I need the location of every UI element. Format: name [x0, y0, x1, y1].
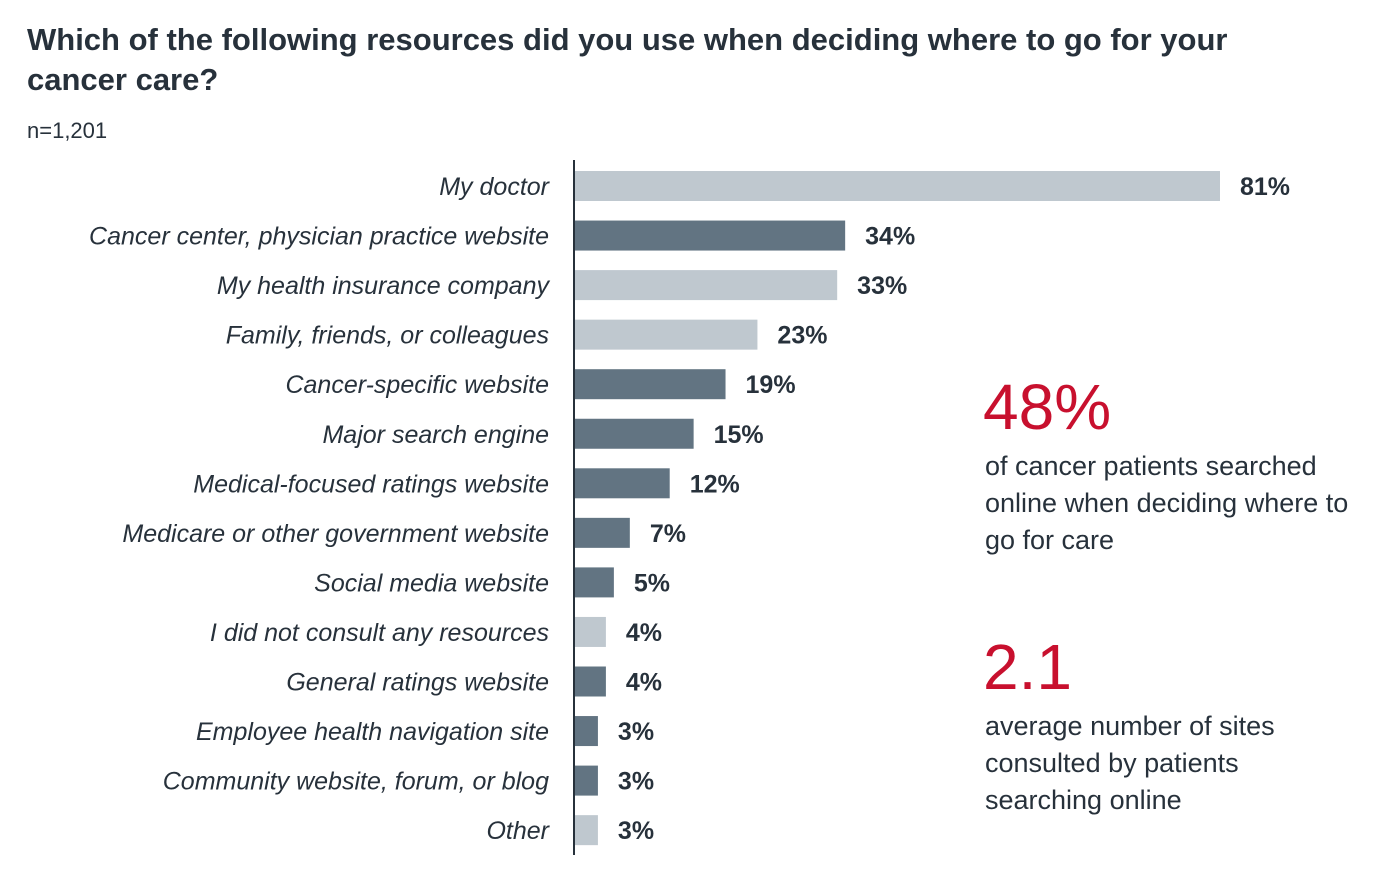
bar [574, 815, 598, 846]
bar [574, 716, 598, 747]
callout-stat-1: 48% [983, 371, 1112, 443]
data-label: 23% [777, 322, 827, 350]
data-label: 4% [626, 619, 662, 647]
category-label: My health insurance company [217, 272, 551, 300]
category-label: I did not consult any resources [210, 619, 549, 647]
bar [574, 418, 694, 449]
category-label: Medicare or other government website [122, 520, 549, 548]
callout-stat-2: 2.1 [983, 631, 1072, 703]
data-label: 33% [857, 272, 907, 300]
data-label: 15% [714, 421, 764, 449]
bar [574, 517, 630, 548]
bar [574, 171, 1220, 201]
data-label: 5% [634, 569, 670, 597]
category-label: Family, friends, or colleagues [226, 322, 549, 350]
category-label: Cancer center, physician practice websit… [89, 223, 549, 251]
category-label: General ratings website [286, 669, 549, 697]
category-label: Cancer-specific website [285, 371, 549, 399]
sample-size: n=1,201 [27, 118, 108, 143]
bar [574, 220, 846, 251]
category-label: Community website, forum, or blog [163, 768, 549, 796]
category-label: Medical-focused ratings website [193, 470, 549, 498]
bar [574, 468, 670, 499]
category-label: My doctor [439, 173, 550, 201]
bar [574, 270, 838, 301]
data-label: 12% [690, 470, 740, 498]
data-label: 3% [618, 718, 654, 746]
callout-text-2: average number of sites consulted by pat… [985, 711, 1275, 815]
category-label: Social media website [314, 569, 549, 597]
bar [574, 616, 606, 647]
bar [574, 319, 758, 350]
category-label: Other [486, 817, 550, 845]
bar [574, 765, 598, 796]
category-label: Major search engine [322, 421, 549, 449]
category-label: Employee health navigation site [196, 718, 549, 746]
bar [574, 666, 606, 697]
data-label: 3% [618, 768, 654, 796]
data-label: 81% [1240, 173, 1290, 201]
data-label: 3% [618, 817, 654, 845]
callout-text-1: of cancer patients searched online when … [985, 451, 1349, 555]
chart-title: Which of the following resources did you… [27, 22, 1228, 97]
data-label: 34% [865, 223, 915, 251]
data-label: 7% [650, 520, 686, 548]
bar [574, 369, 726, 400]
data-label: 19% [746, 371, 796, 399]
data-label: 4% [626, 669, 662, 697]
bar [574, 567, 614, 598]
